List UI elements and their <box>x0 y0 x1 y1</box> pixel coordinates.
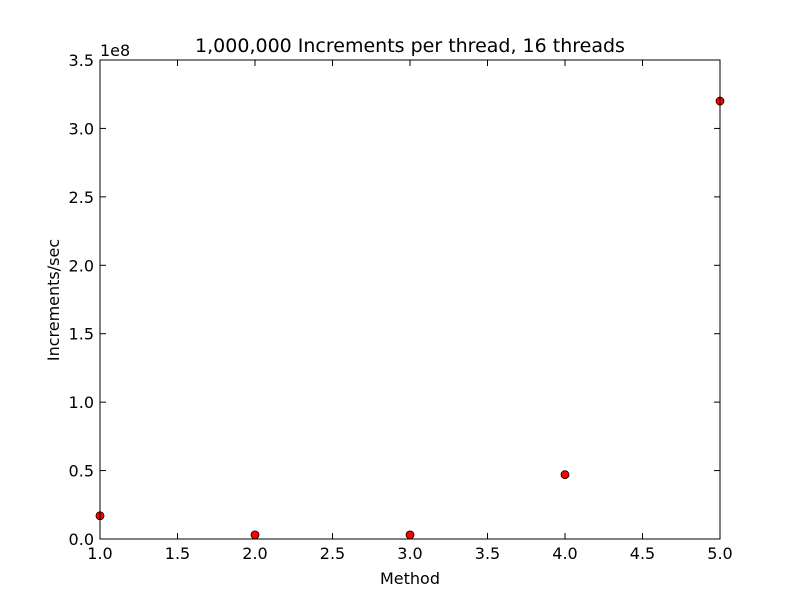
x-tick-label: 1.5 <box>165 544 190 563</box>
y-tick-label: 1.5 <box>69 325 94 344</box>
x-tick-label: 2.0 <box>242 544 267 563</box>
ticks-layer: 1.0 1.5 2.0 2.5 3.0 3.5 4.0 4.5 5.0 0.0 0.5 1.0 1.5 2… <box>69 51 733 563</box>
y-tick-label: 0.5 <box>69 462 94 481</box>
y-tick-label: 3.0 <box>69 119 94 138</box>
x-tick-label: 4.0 <box>552 544 577 563</box>
plot-frame <box>99 59 721 540</box>
x-tick-label: 1.0 <box>87 544 112 563</box>
y-axis-offset-label: 1e8 <box>100 41 130 60</box>
x-tick-label: 5.0 <box>707 544 732 563</box>
y-axis-label: Increments/sec <box>44 239 63 361</box>
data-point <box>250 530 260 540</box>
data-point <box>560 470 570 480</box>
x-tick-label: 3.5 <box>475 544 500 563</box>
data-point <box>405 530 415 540</box>
x-axis-label: Method <box>380 569 440 588</box>
x-tick-label: 4.5 <box>630 544 655 563</box>
chart-title: 1,000,000 Increments per thread, 16 thre… <box>195 35 625 57</box>
y-tick-label: 3.5 <box>69 51 94 70</box>
x-tick-label: 3.0 <box>397 544 422 563</box>
y-tick-label: 0.0 <box>69 530 94 549</box>
y-tick-label: 2.0 <box>69 256 94 275</box>
y-tick-label: 2.5 <box>69 188 94 207</box>
x-tick-label: 2.5 <box>320 544 345 563</box>
y-tick-label: 1.0 <box>69 393 94 412</box>
